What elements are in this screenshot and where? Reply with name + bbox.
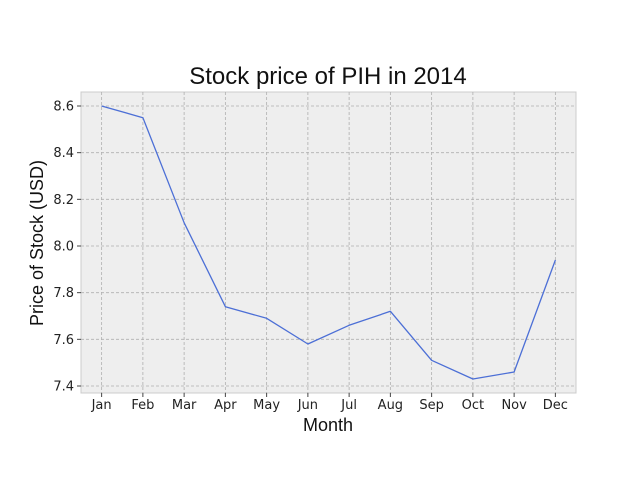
- data-point: [140, 115, 145, 120]
- x-axis-label: Month: [303, 415, 353, 435]
- x-tick-label: Jun: [297, 398, 318, 413]
- plot-area: [80, 91, 577, 394]
- x-tick-label: Aug: [378, 398, 403, 413]
- x-tick-label: Dec: [543, 398, 568, 413]
- y-tick-label: 8.0: [53, 240, 74, 255]
- data-point: [429, 358, 434, 363]
- data-point: [99, 104, 104, 109]
- data-point: [182, 220, 187, 225]
- x-tick-label: Jul: [340, 398, 357, 413]
- x-tick-label: Apr: [214, 398, 237, 413]
- series-line: [101, 105, 557, 380]
- y-tick-label: 7.8: [53, 286, 74, 301]
- data-point: [470, 377, 475, 382]
- x-tick-label: Sep: [419, 398, 444, 413]
- data-point: [512, 370, 517, 375]
- data-point: [223, 304, 228, 309]
- x-tick-label: Nov: [501, 398, 527, 413]
- data-point: [264, 316, 269, 321]
- y-tick-label: 7.4: [53, 380, 74, 395]
- grid-lines: [81, 92, 576, 393]
- data-point: [388, 309, 393, 314]
- y-tick-label: 7.6: [53, 333, 74, 348]
- y-axis-label: Price of Stock (USD): [27, 160, 47, 326]
- data-point: [347, 323, 352, 328]
- y-axis-ticks: 7.4 7.6 7.8 8.0 8.2 8.4 8.6: [53, 100, 81, 395]
- data-point: [553, 258, 558, 263]
- chart-title: Stock price of PIH in 2014: [189, 63, 466, 90]
- data-point: [305, 342, 310, 347]
- x-tick-label: Feb: [131, 398, 154, 413]
- x-tick-label: Oct: [462, 398, 484, 413]
- x-tick-label: May: [253, 398, 280, 413]
- x-tick-label: Jan: [91, 398, 112, 413]
- y-tick-label: 8.2: [53, 193, 74, 208]
- x-tick-label: Mar: [172, 398, 197, 413]
- x-axis-ticks: Jan Feb Mar Apr May Jun Jul Aug Sep Oct Nov Dec: [91, 393, 568, 413]
- y-tick-label: 8.4: [53, 146, 74, 161]
- y-tick-label: 8.6: [53, 100, 74, 115]
- series-layer: [99, 104, 558, 382]
